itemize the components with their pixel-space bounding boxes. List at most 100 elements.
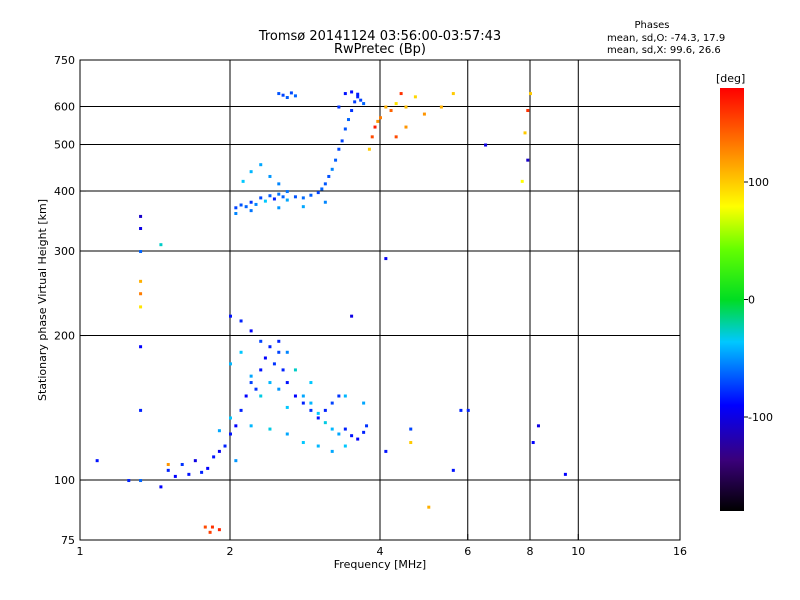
data-point xyxy=(389,109,393,113)
data-point xyxy=(272,197,276,201)
data-point xyxy=(285,96,289,100)
colorbar-ticks: 100 0 -100 xyxy=(744,176,773,424)
data-point xyxy=(362,430,366,434)
data-point xyxy=(529,92,532,96)
data-point xyxy=(301,441,305,445)
data-point xyxy=(422,112,426,116)
data-point xyxy=(139,214,143,218)
data-point xyxy=(139,305,143,309)
data-point xyxy=(343,427,347,431)
data-point xyxy=(229,314,232,318)
data-point xyxy=(350,109,354,113)
data-point xyxy=(95,459,99,463)
data-point xyxy=(234,459,238,463)
data-point xyxy=(239,408,243,412)
data-point xyxy=(359,98,363,102)
data-point xyxy=(217,429,221,433)
data-point xyxy=(229,362,232,366)
data-point xyxy=(259,394,263,398)
data-point xyxy=(281,368,285,372)
data-point xyxy=(285,432,289,436)
data-point xyxy=(526,109,530,113)
x-tick-label: 1 xyxy=(77,545,84,558)
data-point xyxy=(356,95,360,99)
data-point xyxy=(277,339,281,343)
data-point xyxy=(316,444,320,448)
y-axis-label: Stationary phase Virtual Height [km] xyxy=(36,199,49,401)
data-point xyxy=(356,92,360,96)
data-point xyxy=(268,427,272,431)
data-point xyxy=(309,193,313,197)
y-tick-label: 750 xyxy=(54,54,75,67)
data-point xyxy=(451,468,455,472)
data-point xyxy=(413,95,417,99)
y-tick-label: 200 xyxy=(54,330,75,343)
data-point xyxy=(277,350,281,354)
data-point xyxy=(139,345,143,349)
data-point xyxy=(217,528,221,532)
data-point xyxy=(337,105,341,109)
data-point xyxy=(217,449,221,453)
data-point xyxy=(166,468,170,472)
data-point xyxy=(367,147,371,151)
data-point xyxy=(301,394,305,398)
data-point xyxy=(139,292,143,296)
data-point xyxy=(281,93,285,97)
data-point xyxy=(334,158,338,162)
data-point xyxy=(249,200,253,204)
y-tick-label: 600 xyxy=(54,101,75,114)
data-point xyxy=(263,199,267,203)
data-point xyxy=(234,206,238,210)
data-point xyxy=(254,387,258,391)
colorbar-tick-label: 100 xyxy=(748,176,769,189)
data-point xyxy=(459,408,463,412)
y-tick-label: 100 xyxy=(54,474,75,487)
data-point xyxy=(301,205,305,209)
data-point xyxy=(409,427,413,431)
data-point xyxy=(384,105,388,109)
data-point xyxy=(277,182,281,186)
data-point xyxy=(210,525,214,529)
data-point xyxy=(520,179,524,183)
data-point xyxy=(362,102,366,106)
colorbar-tick-label: 0 xyxy=(748,294,755,307)
data-point xyxy=(263,356,267,360)
data-point xyxy=(337,432,341,436)
data-point xyxy=(277,206,281,210)
data-point xyxy=(466,408,470,412)
data-point xyxy=(323,182,327,186)
data-point xyxy=(249,209,253,213)
data-point xyxy=(404,125,408,129)
data-point xyxy=(254,202,258,206)
data-point xyxy=(281,195,285,199)
data-point xyxy=(285,405,289,409)
data-point xyxy=(427,505,431,509)
x-tick-label: 4 xyxy=(377,545,384,558)
data-point xyxy=(350,90,354,94)
phase-stats-x: mean, sd,X: 99.6, 26.6 xyxy=(607,45,721,56)
data-point xyxy=(285,350,289,354)
data-point xyxy=(277,92,281,96)
data-point xyxy=(531,441,535,445)
x-axis-label: Frequency [MHz] xyxy=(334,558,426,571)
data-point xyxy=(337,394,341,398)
data-point xyxy=(239,203,243,207)
data-point xyxy=(409,441,413,445)
data-point xyxy=(293,368,297,372)
data-point xyxy=(234,212,238,216)
x-tick-label: 16 xyxy=(673,545,687,558)
data-point xyxy=(229,432,232,436)
data-point xyxy=(206,466,210,470)
data-point xyxy=(139,227,143,231)
phase-stats-o: mean, sd,O: -74.3, 17.9 xyxy=(607,33,725,44)
data-point xyxy=(563,472,567,476)
data-point xyxy=(343,394,347,398)
data-point xyxy=(343,127,347,131)
data-point xyxy=(353,100,357,104)
data-point xyxy=(180,462,184,466)
data-point xyxy=(309,408,313,412)
y-tick-label: 300 xyxy=(54,245,75,258)
data-point xyxy=(268,174,272,178)
data-point xyxy=(212,455,216,459)
x-tick-label: 8 xyxy=(527,545,534,558)
